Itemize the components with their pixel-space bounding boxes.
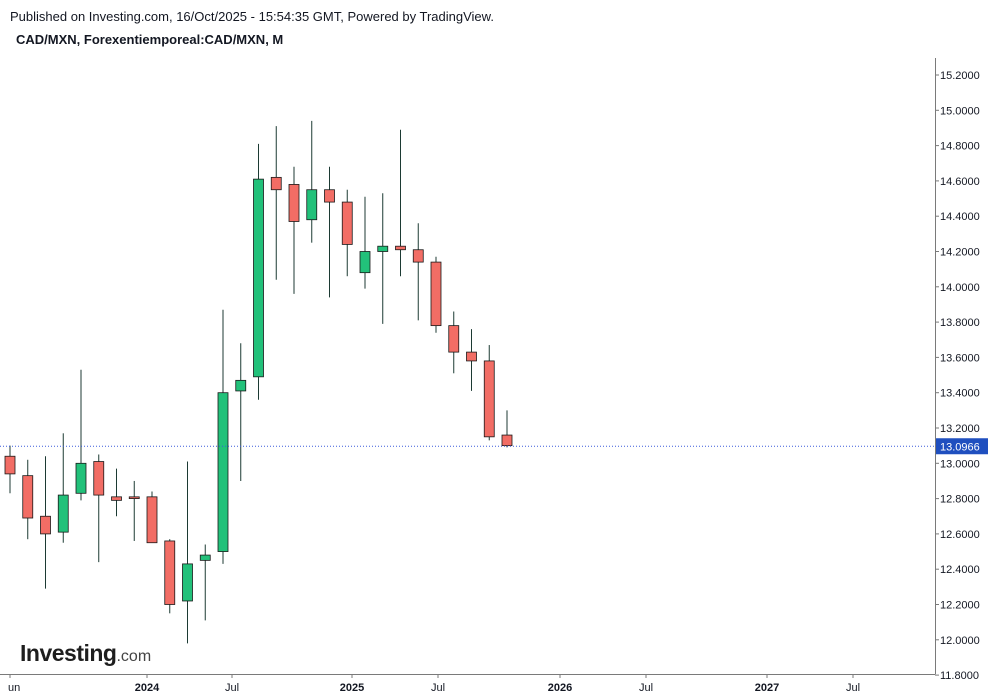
price-tick-label: 13.6000 xyxy=(940,352,980,364)
candle-body-down xyxy=(430,261,442,327)
time-tick-label: Jul xyxy=(846,682,860,694)
candle xyxy=(93,454,105,563)
candle xyxy=(359,196,371,289)
candle-body-down xyxy=(341,201,353,245)
published-info: Published on Investing.com, 16/Oct/2025 … xyxy=(10,9,494,24)
price-tick-label: 14.6000 xyxy=(940,176,980,188)
candle xyxy=(306,120,318,243)
logo-brand: Investing xyxy=(20,640,117,666)
candle xyxy=(111,468,122,517)
candle-body-down xyxy=(448,325,460,353)
candle-body-down xyxy=(40,515,51,535)
price-tick-label: 12.8000 xyxy=(940,494,980,506)
candle xyxy=(270,126,282,280)
candle-body-down xyxy=(483,360,495,438)
candle xyxy=(430,256,442,333)
candle xyxy=(483,345,495,441)
candle xyxy=(395,129,406,277)
price-tick-label: 13.2000 xyxy=(940,423,980,435)
price-tick-label: 12.6000 xyxy=(940,529,980,541)
candle-body-up xyxy=(199,554,211,561)
time-tick-label: un xyxy=(8,682,20,694)
candle-body-down xyxy=(501,434,513,447)
candle-body-up xyxy=(57,494,69,533)
candle-body-up xyxy=(75,462,87,494)
time-tick-label: 2026 xyxy=(548,682,572,694)
time-tick-label: Jul xyxy=(225,682,239,694)
candle xyxy=(253,143,264,400)
price-tick-label: 11.8000 xyxy=(940,670,979,682)
candle-body-down xyxy=(128,496,140,499)
time-tick-label: 2027 xyxy=(755,682,779,694)
candle-body-up xyxy=(306,189,318,221)
candle xyxy=(22,459,34,540)
price-tick-label: 13.4000 xyxy=(940,388,980,400)
candle xyxy=(182,461,193,644)
candle xyxy=(324,166,335,298)
time-tick-label: Jul xyxy=(639,682,653,694)
symbol-title: CAD/MXN, Forexentiemporeal:CAD/MXN, M xyxy=(16,32,284,47)
price-axis[interactable]: 15.2000 15.0000 14.8000 14.6000 14.4000 14.20… xyxy=(935,70,980,682)
candle xyxy=(466,329,477,391)
candle-body-down xyxy=(111,496,122,501)
candle xyxy=(40,456,51,589)
price-tick-label: 12.0000 xyxy=(940,635,980,647)
candle xyxy=(4,445,16,494)
price-tick-label: 13.8000 xyxy=(940,317,980,329)
price-tick-label: 14.8000 xyxy=(940,141,980,153)
candle-body-down xyxy=(466,351,477,362)
candle-body-up xyxy=(217,392,229,552)
candle-body-up xyxy=(359,251,371,274)
candle xyxy=(448,311,460,374)
candle xyxy=(235,343,247,481)
candle-body-down xyxy=(324,189,335,203)
candle xyxy=(377,193,389,324)
last-price-badge: 13.0966 xyxy=(936,438,988,455)
candle-body-up xyxy=(253,178,264,378)
candle-body-down xyxy=(270,176,282,191)
candle-body-up xyxy=(182,563,193,602)
time-tick-label: Jul xyxy=(431,682,445,694)
last-price-value: 13.0966 xyxy=(940,441,980,453)
candle-body-down xyxy=(93,461,105,496)
price-tick-label: 12.4000 xyxy=(940,564,980,576)
candle xyxy=(217,309,229,564)
candle-body-down xyxy=(395,245,406,251)
candle-body-down xyxy=(4,455,16,475)
price-tick-label: 12.2000 xyxy=(940,600,980,612)
candle xyxy=(341,189,353,277)
candle-body-up xyxy=(235,379,247,392)
candle-body-down xyxy=(22,475,34,519)
candle xyxy=(75,369,87,501)
price-tick-label: 15.2000 xyxy=(940,70,980,82)
candle xyxy=(288,166,300,294)
candle-body-down xyxy=(146,496,158,544)
candle xyxy=(199,544,211,621)
price-tick-label: 14.0000 xyxy=(940,282,980,294)
time-tick-label: 2025 xyxy=(340,682,364,694)
candles xyxy=(4,120,513,644)
candle xyxy=(412,223,424,321)
candle xyxy=(146,491,158,544)
investing-logo: Investing.com xyxy=(20,640,151,667)
candle-body-down xyxy=(412,249,424,263)
candle-body-down xyxy=(164,540,176,605)
candle xyxy=(164,539,176,614)
time-axis[interactable]: un 2024 Jul 2025 Jul 2026 Jul 2027 Jul xyxy=(8,674,860,694)
candle xyxy=(128,480,140,541)
price-tick-label: 13.0000 xyxy=(940,458,980,470)
logo-suffix: .com xyxy=(116,648,152,665)
candle-body-up xyxy=(377,245,389,252)
candle xyxy=(57,433,69,543)
time-tick-label: 2024 xyxy=(135,682,160,694)
last-price-badge-bg xyxy=(936,438,988,455)
price-tick-label: 14.4000 xyxy=(940,211,980,223)
candle-body-down xyxy=(288,184,300,222)
price-tick-label: 15.0000 xyxy=(940,105,980,117)
candle xyxy=(501,410,513,448)
price-tick-label: 14.2000 xyxy=(940,247,980,259)
